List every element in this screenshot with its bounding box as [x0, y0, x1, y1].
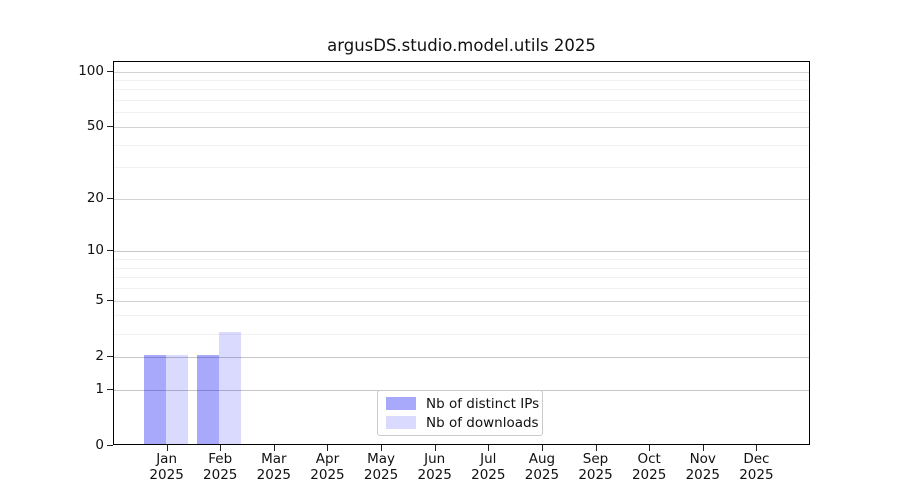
x-tick-label: Jul 2025 [471, 451, 506, 483]
y-tick-label: 2 [95, 347, 104, 364]
y-tick-mark [107, 299, 113, 301]
y-tick-mark [107, 388, 113, 390]
gridline-major [114, 300, 809, 302]
x-tick-label: Nov 2025 [685, 451, 720, 483]
x-tick-label: Dec 2025 [739, 451, 774, 483]
gridline-minor [114, 79, 809, 81]
gridline-minor [114, 277, 809, 279]
x-tick-label: Apr 2025 [310, 451, 345, 483]
gridline-minor [114, 100, 809, 102]
x-tick-label: May 2025 [363, 451, 399, 483]
bar-nb-of-downloads-jan [165, 354, 188, 444]
x-tick-label: Mar 2025 [256, 451, 292, 483]
bar-nb-of-distinct-ips-jan [143, 354, 166, 444]
y-tick-label: 0 [95, 437, 104, 453]
x-tick-label: Sep 2025 [578, 451, 613, 483]
y-tick-label: 20 [86, 189, 104, 206]
x-tick-mark [273, 445, 275, 451]
y-tick-label: 50 [86, 117, 104, 134]
x-tick-mark [595, 445, 597, 451]
gridline-major [114, 198, 809, 200]
gridline-minor [114, 89, 809, 91]
gridline-minor [114, 288, 809, 290]
x-tick-mark [327, 445, 329, 451]
x-tick-label: Jan 2025 [149, 451, 184, 483]
y-tick-label: 100 [78, 62, 104, 79]
x-tick-label: Oct 2025 [631, 451, 667, 483]
y-tick-mark [107, 250, 113, 252]
gridline-major [114, 356, 809, 358]
y-tick-mark [107, 125, 113, 127]
x-tick-label: Feb 2025 [203, 451, 238, 483]
bar-nb-of-downloads-feb [219, 331, 242, 444]
legend-swatch [386, 416, 416, 429]
legend-label: Nb of distinct IPs [426, 395, 540, 412]
gridline-minor [114, 315, 809, 317]
x-tick-mark [220, 445, 222, 451]
x-tick-mark [649, 445, 651, 451]
y-tick-mark [107, 355, 113, 357]
y-tick-label: 1 [95, 380, 104, 397]
gridline-major [114, 71, 809, 73]
legend-item: Nb of distinct IPs [386, 394, 539, 413]
x-tick-mark [541, 445, 543, 451]
legend-swatch [386, 397, 416, 410]
x-tick-mark [756, 445, 758, 451]
y-tick-label: 10 [86, 242, 104, 259]
y-tick-label: 5 [95, 291, 104, 308]
x-tick-label: Jun 2025 [417, 451, 452, 483]
x-tick-mark [702, 445, 704, 451]
x-tick-mark [381, 445, 383, 451]
y-tick-mark [107, 445, 113, 446]
gridline-minor [114, 144, 809, 146]
gridline-major [114, 251, 809, 253]
gridline-minor [114, 259, 809, 261]
chart-title: argusDS.studio.model.utils 2025 [327, 36, 596, 55]
x-tick-mark [166, 445, 168, 451]
gridline-minor [114, 333, 809, 335]
x-tick-mark [434, 445, 436, 451]
gridline-minor [114, 267, 809, 269]
bar-nb-of-distinct-ips-feb [197, 354, 220, 444]
y-tick-mark [107, 197, 113, 199]
gridline-minor [114, 167, 809, 169]
plot-area [113, 61, 810, 445]
y-tick-mark [107, 70, 113, 72]
legend-label: Nb of downloads [426, 414, 539, 431]
x-tick-mark [488, 445, 490, 451]
legend-item: Nb of downloads [386, 413, 539, 432]
legend: Nb of distinct IPs Nb of downloads [377, 390, 543, 436]
gridline-minor [114, 112, 809, 114]
x-tick-label: Aug 2025 [524, 451, 560, 483]
gridline-major [114, 126, 809, 128]
